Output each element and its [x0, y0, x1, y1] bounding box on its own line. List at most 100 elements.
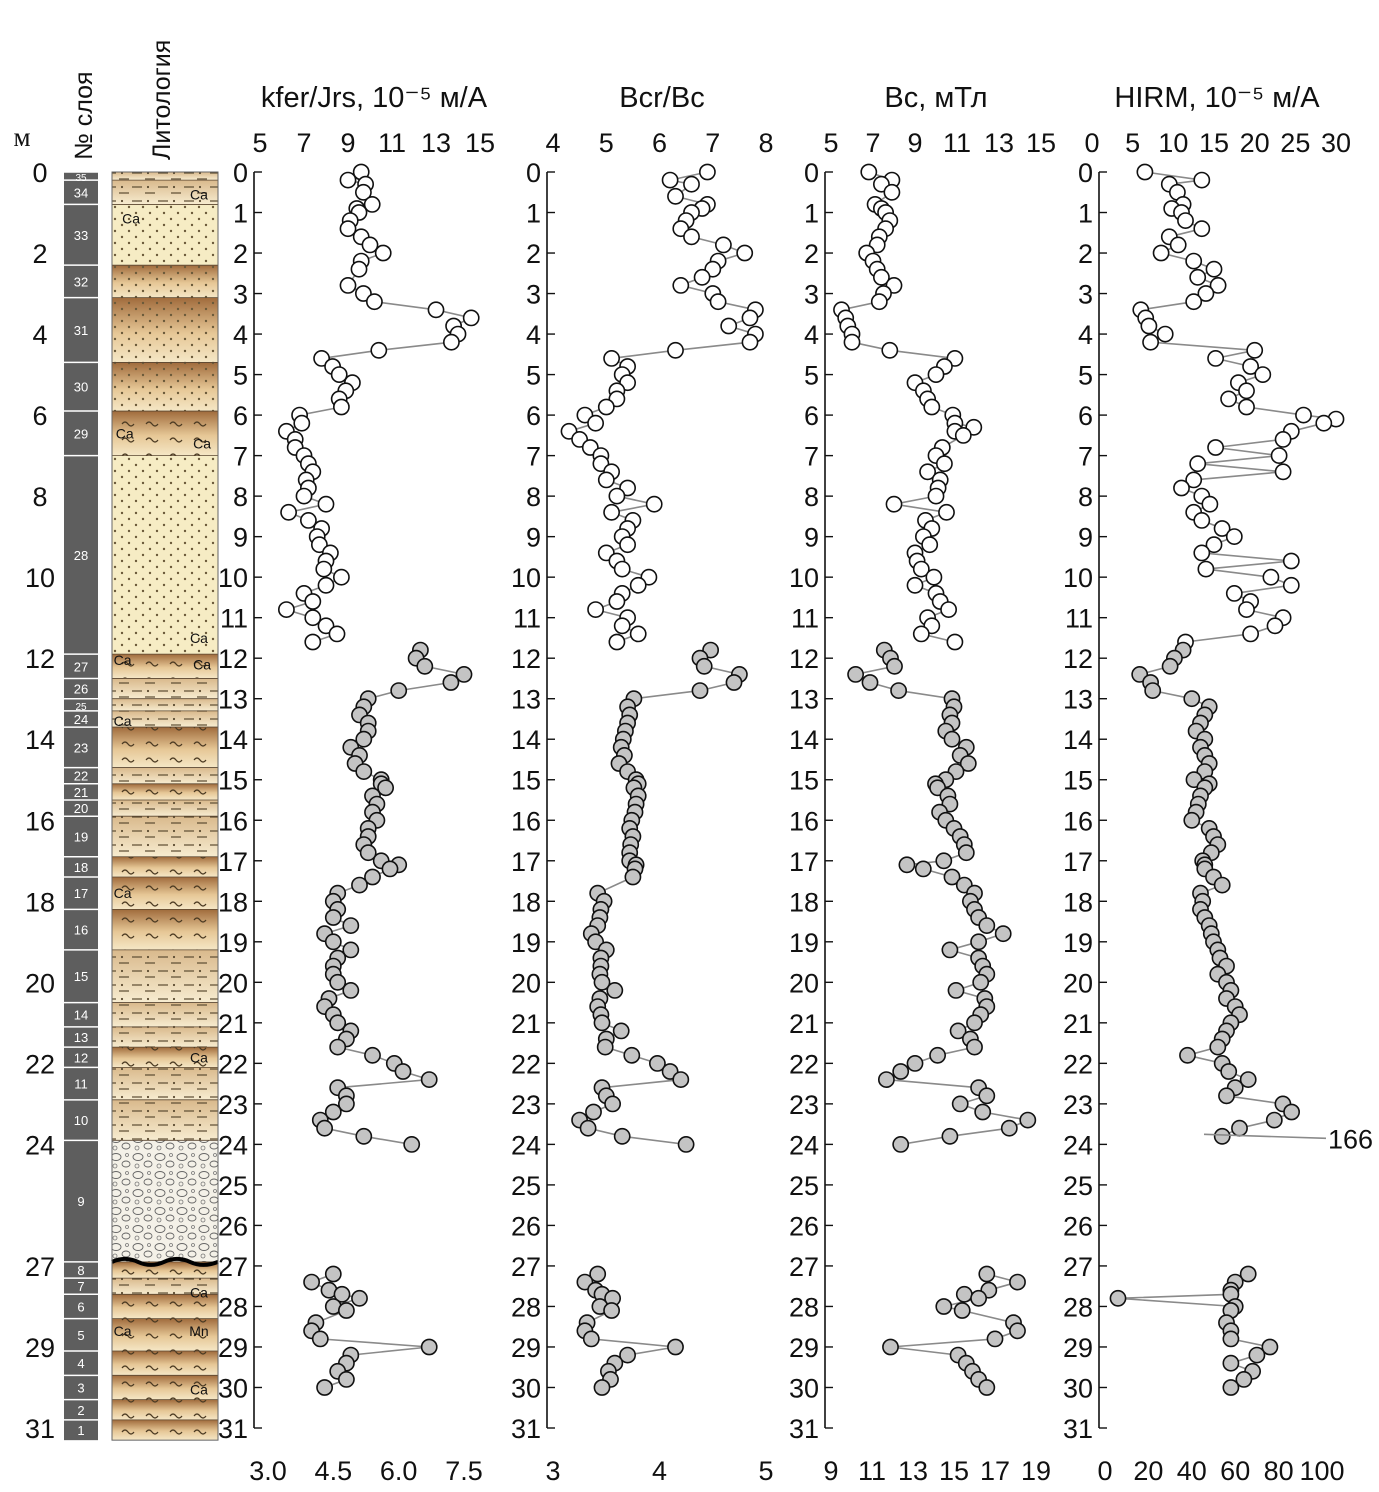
lithology-layer-pattern: [112, 180, 218, 205]
depth-tick-label: 20: [25, 968, 55, 998]
depth-tick-label: 8: [1078, 482, 1093, 512]
depth-tick-label: 7: [804, 442, 819, 472]
depth-tick-label: 3: [804, 280, 819, 310]
depth-tick-label: 28: [218, 1292, 248, 1322]
data-point: [1193, 220, 1211, 238]
data-point: [892, 1063, 910, 1080]
chart-panel-4: HIRM, 10⁻⁵ м/А0 5 10 15 20 25 300 20 40 60 80 10001…: [1063, 82, 1373, 1486]
panel-title: HIRM, 10⁻⁵ м/А: [1114, 82, 1320, 114]
data-point: [295, 487, 313, 505]
depth-tick-label: 2: [233, 239, 248, 269]
data-point: [324, 1103, 342, 1121]
lithology-layer-pattern: [112, 727, 218, 768]
data-point: [929, 1046, 946, 1064]
data-point: [328, 625, 346, 643]
data-point: [593, 1379, 611, 1396]
data-point: [329, 1014, 347, 1032]
layer-number: 19: [74, 829, 88, 844]
chart-panel-1: kfer/Jrs, 10⁻⁵ м/А5 7 9 11 13 153.0 4.5 6.0 7.50…: [218, 82, 495, 1486]
top-axis-tick-label: 15: [1199, 128, 1229, 158]
depth-tick-label: 26: [1063, 1211, 1093, 1241]
data-point: [316, 1379, 333, 1396]
depth-tick-label: 18: [218, 887, 248, 917]
data-point: [1262, 568, 1280, 586]
data-point: [1197, 285, 1215, 302]
depth-tick-label: 19: [789, 928, 819, 958]
outlier-label: 166: [1328, 1124, 1373, 1154]
data-point: [1213, 1127, 1231, 1145]
lithology-layer-pattern: [112, 1351, 218, 1376]
lithology-layer-pattern: [112, 362, 218, 412]
lithology-layer-pattern: [112, 698, 218, 711]
layer-number: 33: [74, 228, 88, 243]
data-point: [587, 414, 604, 432]
top-axis-tick-label: 5: [1125, 128, 1140, 158]
data-point: [324, 909, 342, 926]
data-point: [403, 1136, 421, 1153]
data-point: [938, 503, 955, 521]
depth-tick-label: 4: [1078, 320, 1093, 350]
layer-number: 15: [74, 969, 88, 984]
bottom-axis-tick-label: 80: [1264, 1456, 1294, 1486]
data-point: [912, 625, 930, 643]
data-point: [311, 1330, 329, 1348]
depth-tick-label: 2: [1078, 239, 1093, 269]
data-point: [608, 487, 626, 505]
data-point: [1183, 690, 1201, 708]
data-point: [1283, 1103, 1300, 1121]
lithology-annotation: Ca: [193, 435, 211, 451]
layer-number: 34: [74, 185, 88, 200]
bottom-axis-tick-label: 100: [1299, 1456, 1344, 1486]
data-point: [873, 268, 890, 286]
depth-tick-label: 14: [511, 725, 541, 755]
data-point: [972, 973, 990, 991]
data-point: [608, 593, 626, 610]
depth-tick-label: 20: [218, 968, 248, 998]
depth-tick-label: 24: [1063, 1130, 1093, 1160]
data-point: [1242, 358, 1259, 375]
data-point: [587, 601, 604, 618]
depth-tick-label: 28: [789, 1292, 819, 1322]
data-point: [941, 1127, 959, 1145]
data-point: [613, 617, 631, 635]
depth-tick-label: 9: [804, 523, 819, 553]
data-point: [881, 341, 899, 359]
top-axis-tick-label: 25: [1280, 128, 1310, 158]
data-point: [935, 852, 953, 870]
depth-tick-label: 6: [233, 401, 248, 431]
data-point: [629, 576, 647, 594]
data-point: [603, 503, 620, 521]
layer-number: 20: [74, 801, 88, 816]
layer-number: 30: [74, 380, 88, 395]
depth-tick-label: 18: [1063, 887, 1093, 917]
data-point: [370, 341, 388, 359]
top-axis-tick-label: 13: [984, 128, 1014, 158]
data-point: [847, 666, 864, 683]
depth-tick-label: 16: [218, 806, 248, 836]
depth-tick-label: 0: [233, 158, 248, 188]
data-point: [597, 398, 615, 416]
depth-tick-label: 24: [25, 1130, 55, 1160]
data-point: [843, 333, 861, 351]
data-point: [363, 195, 381, 213]
depth-unit-label: м: [13, 122, 30, 152]
bottom-axis-tick-label: 15: [939, 1456, 969, 1486]
depth-tick-label: 24: [789, 1130, 819, 1160]
lithology-layer-pattern: [112, 1002, 218, 1027]
depth-tick-label: 3: [233, 280, 248, 310]
lithology-annotation: Ca: [190, 630, 208, 646]
data-point: [1239, 1071, 1257, 1088]
depth-tick-label: 18: [25, 887, 55, 917]
lithology-layer-pattern: [112, 411, 218, 456]
data-point: [741, 333, 759, 351]
top-axis-tick-label: 5: [252, 128, 267, 158]
top-axis-tick-label: 5: [599, 128, 614, 158]
data-point: [927, 366, 945, 383]
depth-tick-label: 27: [1063, 1252, 1093, 1282]
data-point: [709, 293, 727, 311]
top-axis-tick-label: 8: [758, 128, 773, 158]
data-point: [1220, 390, 1237, 408]
data-point: [339, 171, 357, 189]
depth-tick-label: 26: [511, 1211, 541, 1241]
